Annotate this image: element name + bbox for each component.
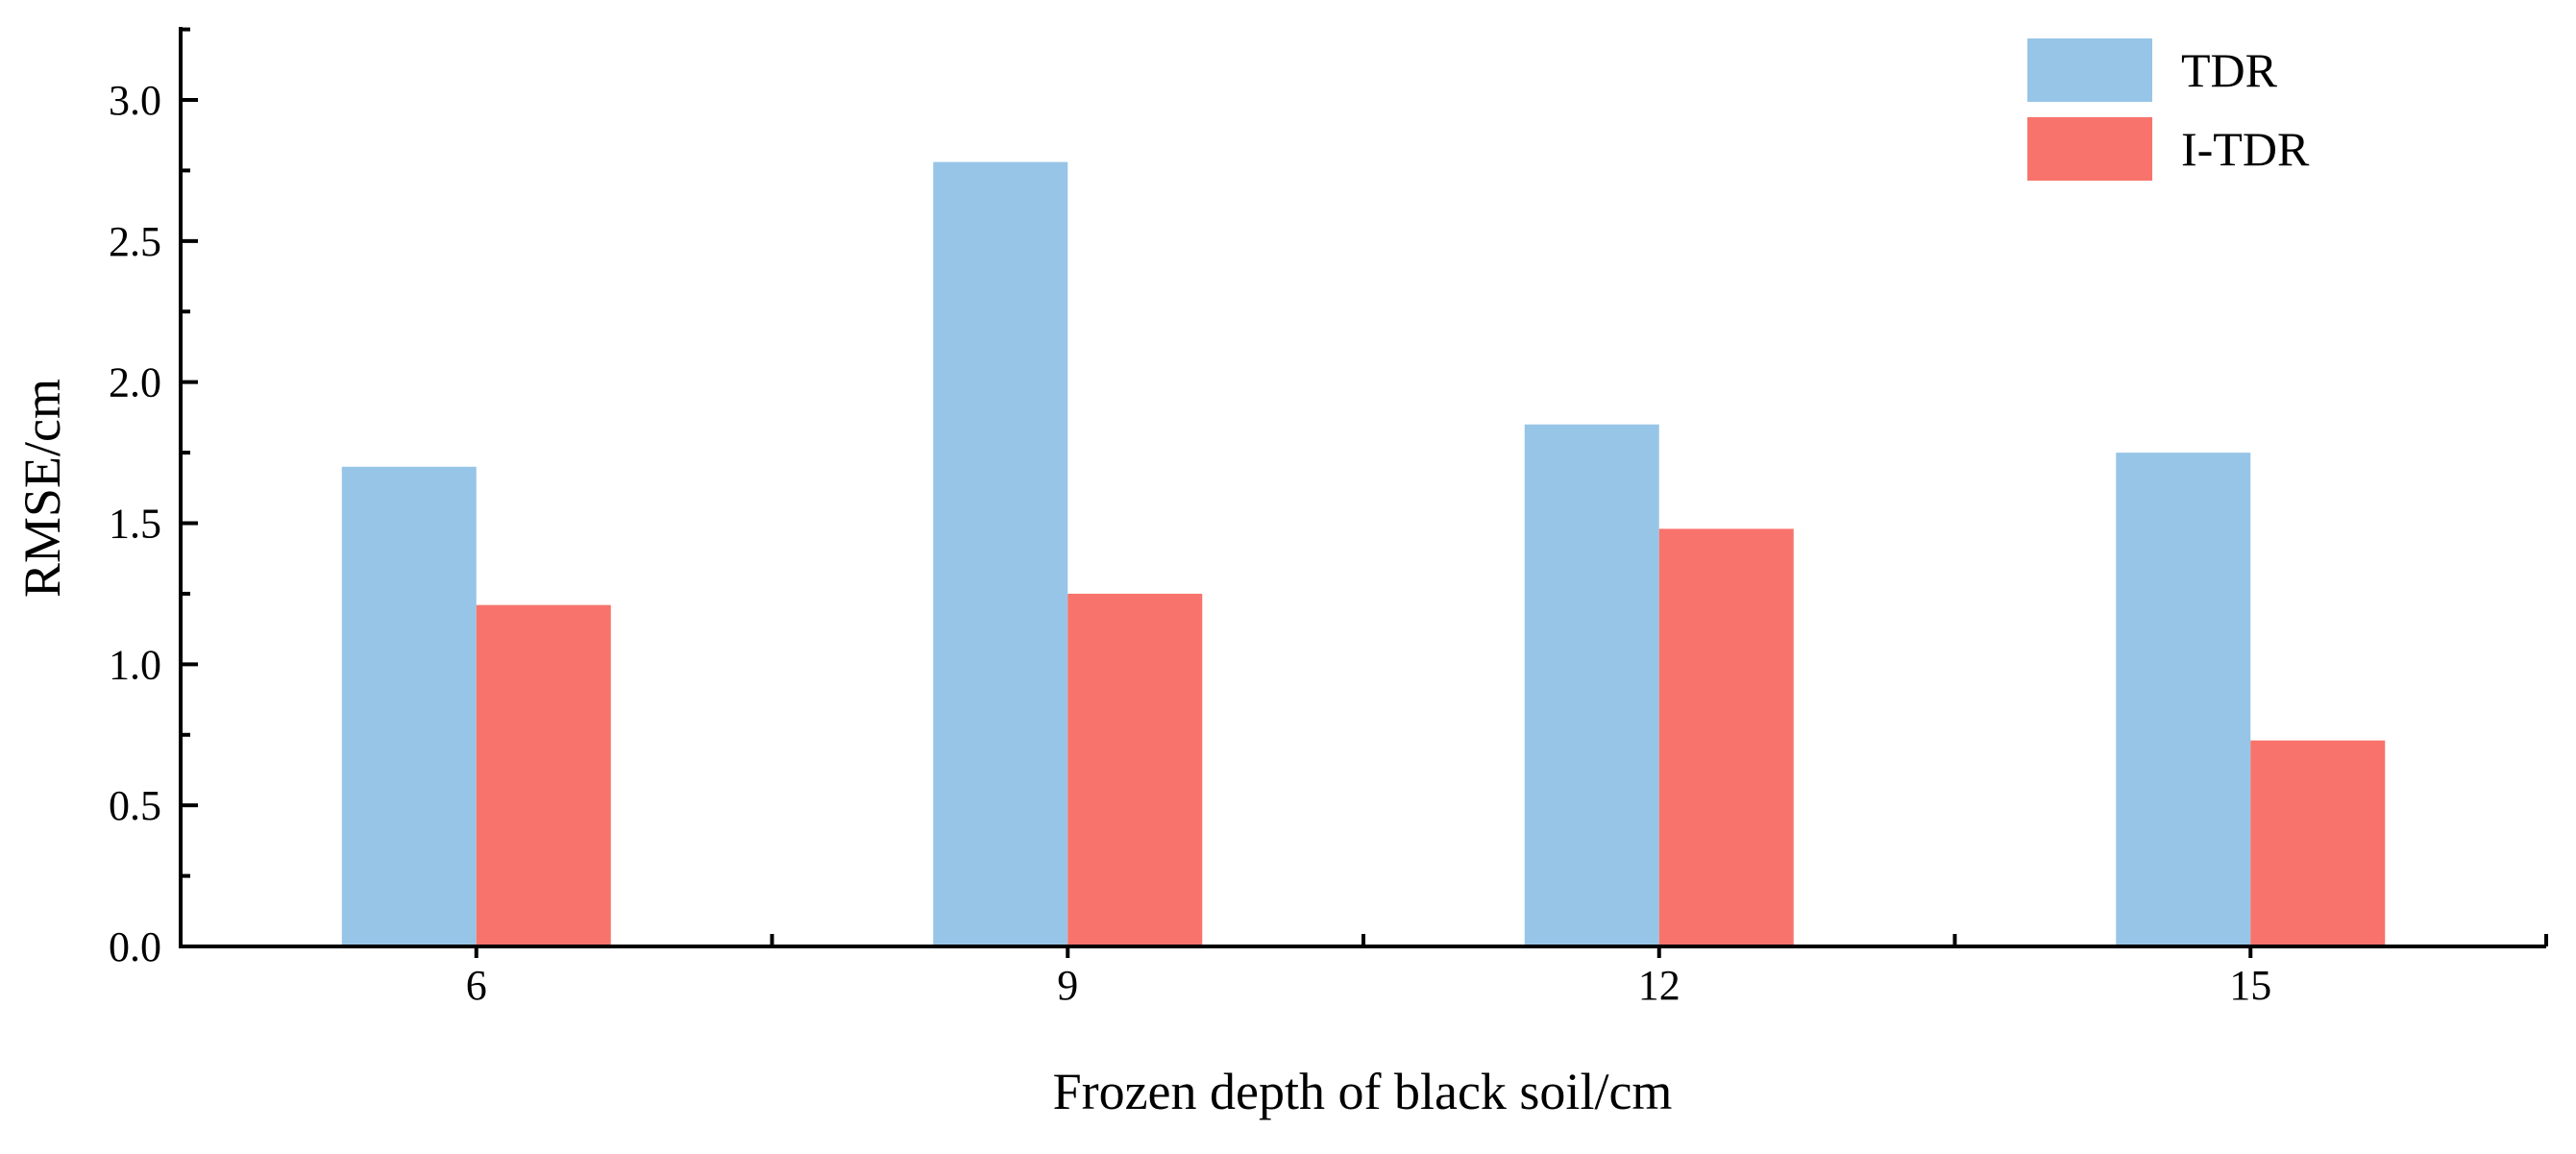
ticks-layer: 6 9 12 15 0.0 0.5 1.0 1.5 2.0 2.5 3.0 <box>109 27 2548 1009</box>
y-axis-title: RMSE/cm <box>13 379 71 598</box>
y-tick-label: 2.5 <box>109 218 161 265</box>
legend-label-tdr: TDR <box>2181 43 2278 97</box>
legend-swatch-tdr <box>2027 38 2152 102</box>
y-tick-label: 0.0 <box>109 923 161 970</box>
bar-tdr-15 <box>2116 453 2251 946</box>
x-tick-label: 15 <box>2229 962 2271 1009</box>
x-tick-label: 6 <box>466 962 487 1009</box>
legend-swatch-i-tdr <box>2027 117 2152 181</box>
bar-tdr-6 <box>341 466 477 946</box>
bar-i-tdr-9 <box>1067 593 1203 946</box>
bar-tdr-12 <box>1524 424 1659 946</box>
bar-i-tdr-12 <box>1658 528 1794 946</box>
y-tick-label: 0.5 <box>109 782 161 829</box>
x-tick-label: 9 <box>1057 962 1078 1009</box>
y-tick-label: 1.5 <box>109 501 161 548</box>
y-tick-label: 3.0 <box>109 77 161 124</box>
y-tick-label: 1.0 <box>109 641 161 688</box>
legend: TDR I-TDR <box>2027 38 2310 181</box>
bar-tdr-9 <box>933 161 1068 946</box>
y-tick-label: 2.0 <box>109 359 161 406</box>
legend-label-i-tdr: I-TDR <box>2181 122 2310 176</box>
bars-layer <box>341 161 2386 946</box>
x-axis-title: Frozen depth of black soil/cm <box>1053 1063 1673 1120</box>
bar-i-tdr-15 <box>2250 740 2386 946</box>
x-tick-label: 12 <box>1638 962 1681 1009</box>
bar-i-tdr-6 <box>476 604 611 946</box>
